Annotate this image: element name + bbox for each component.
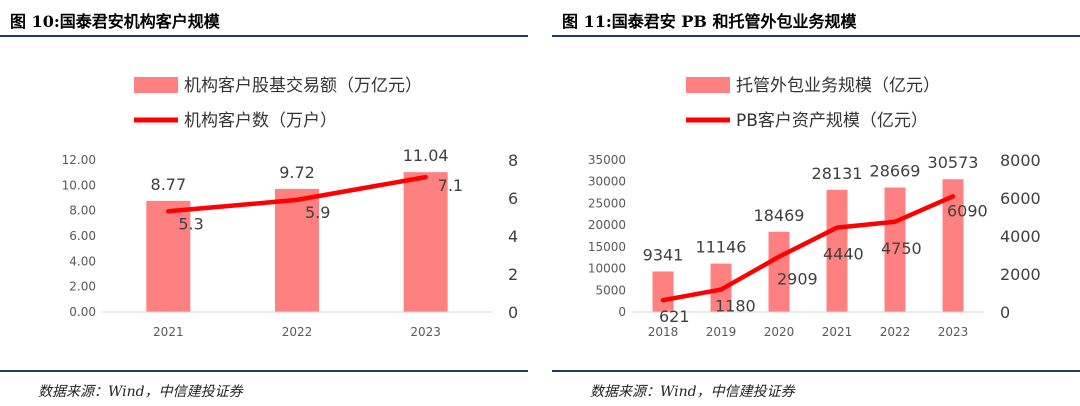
x-tick-label: 2021 [822,325,853,339]
source-rule [0,370,528,372]
x-tick-label: 2018 [648,325,679,339]
line-value-label: 621 [659,307,690,326]
line-value-label: 2909 [777,270,818,289]
bar-value-label: 9341 [643,245,684,264]
line-value-label: 4440 [823,245,864,264]
y-right-tick-label: 8000 [1000,151,1041,170]
y-right-tick-label: 4 [508,227,518,246]
x-tick-label: 2022 [282,325,313,339]
y-right-tick-label: 6000 [1000,189,1041,208]
legend-swatch-bar [686,77,730,93]
line-value-label: 6090 [947,201,988,220]
y-right-tick-label: 8 [508,151,518,170]
bar [403,172,448,312]
y-right-tick-label: 4000 [1000,227,1041,246]
y-left-tick-label: 10.00 [62,178,96,192]
y-left-tick-label: 4.00 [69,254,96,268]
y-right-tick-label: 2 [508,265,518,284]
x-tick-label: 2020 [764,325,795,339]
y-left-tick-label: 25000 [588,196,626,210]
x-tick-label: 2019 [706,325,737,339]
line-value-label: 5.9 [305,203,330,222]
x-tick-label: 2022 [880,325,911,339]
source-note: 数据来源：Wind，中信建投证券 [38,384,243,400]
figure-title: 图 10:国泰君安机构客户规模 [10,12,220,31]
bar-value-label: 9.72 [279,163,315,182]
title-rule [0,35,528,37]
y-left-tick-label: 2.00 [69,280,96,294]
bar [942,179,964,312]
x-tick-label: 2023 [938,325,969,339]
bar-value-label: 18469 [754,206,805,225]
title-rule [552,35,1080,37]
x-tick-label: 2023 [410,325,441,339]
legend-label-bar: 机构客户股基交易额（万亿元） [184,76,422,96]
legend-swatch-bar [134,77,178,93]
y-left-tick-label: 0 [618,305,626,319]
bar [146,200,191,312]
source-rule [552,370,1080,372]
y-right-tick-label: 6 [508,189,518,208]
y-left-tick-label: 15000 [588,240,626,254]
chart-pb-custody: 托管外包业务规模（亿元） PB客户资产规模（亿元） 0 5000 10000 15000 2… [588,76,1041,339]
y-left-tick-label: 8.00 [69,204,96,218]
y-right-tick-label: 0 [1000,303,1010,322]
chart-panel-institutional-clients: 图 10:国泰君安机构客户规模 机构客户股基交易额（万亿元） 机构客户数（万户） 0… [0,0,528,406]
chart-institutional-clients: 机构客户股基交易额（万亿元） 机构客户数（万户） 0.00 2.00 4.00 6.00 8… [62,76,519,339]
y-left-tick-label: 35000 [588,153,626,167]
line-value-label: 5.3 [178,214,203,233]
line-value-label: 4750 [881,239,922,258]
bar [652,271,674,312]
legend: 机构客户股基交易额（万亿元） 机构客户数（万户） [134,76,422,131]
y-left-tick-label: 12.00 [62,153,96,167]
bar-value-label: 11.04 [403,146,449,165]
line-value-label: 1180 [715,297,756,316]
source-note: 数据来源：Wind，中信建投证券 [590,384,795,400]
line-series [660,194,956,303]
bar [826,189,848,312]
y-left-tick-label: 10000 [588,262,626,276]
chart-panel-pb-custody: 图 11:国泰君安 PB 和托管外包业务规模 托管外包业务规模（亿元） PB客户资… [552,0,1080,406]
legend-label-line: 机构客户数（万户） [184,111,337,131]
y-left-tick-label: 5000 [595,283,626,297]
x-tick-label: 2021 [153,325,184,339]
y-right-tick-label: 0 [508,303,518,322]
bar-value-label: 8.77 [151,175,187,194]
y-right-tick-label: 2000 [1000,265,1041,284]
bar-value-label: 28131 [812,164,863,183]
line-series [166,174,428,214]
y-left-tick-label: 6.00 [69,229,96,243]
legend-label-line: PB客户资产规模（亿元） [736,111,928,131]
bar-value-label: 30573 [928,153,979,172]
figure-title: 图 11:国泰君安 PB 和托管外包业务规模 [562,12,857,31]
legend-label-bar: 托管外包业务规模（亿元） [736,76,940,96]
line-value-label: 7.1 [438,176,463,195]
bar-value-label: 11146 [696,238,747,257]
legend: 托管外包业务规模（亿元） PB客户资产规模（亿元） [686,76,940,131]
y-left-tick-label: 0.00 [69,305,96,319]
bar [275,188,319,312]
y-left-tick-label: 30000 [588,175,626,189]
y-left-tick-label: 20000 [588,218,626,232]
bar-value-label: 28669 [870,161,921,180]
